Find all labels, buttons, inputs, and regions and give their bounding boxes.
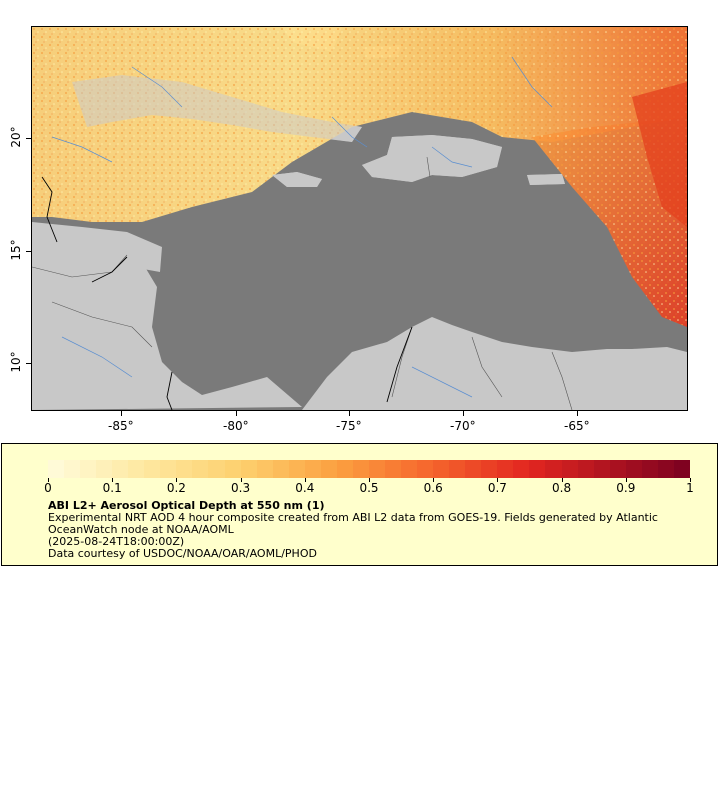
colorbar-swatch (433, 460, 450, 478)
colorbar-swatch (128, 460, 145, 478)
x-tick-label: -80° (223, 419, 249, 433)
colorbar-swatch (368, 460, 385, 478)
colorbar-swatch (208, 460, 225, 478)
y-tick-label: 15° (9, 239, 23, 261)
colorbar-swatch (192, 460, 209, 478)
colorbar-swatch (96, 460, 113, 478)
colorbar-tick-label: 0.9 (616, 481, 636, 495)
colorbar-swatch (481, 460, 498, 478)
colorbar-swatch (336, 460, 353, 478)
colorbar-tick (690, 478, 691, 482)
colorbar-swatch (176, 460, 193, 478)
colorbar-swatch (320, 460, 337, 478)
colorbar-swatch (224, 460, 241, 478)
colorbar-swatch (449, 460, 466, 478)
y-tick-label: 20° (9, 126, 23, 148)
colorbar-tick (561, 478, 563, 482)
colorbar-tick-label: 0.2 (166, 481, 186, 495)
colorbar-tick-label: 0.6 (423, 481, 443, 495)
colorbar-tick (240, 478, 242, 482)
colorbar-swatch (577, 460, 594, 478)
map-panel (31, 26, 688, 411)
colorbar-swatch (288, 460, 305, 478)
colorbar-tick-label: 0.5 (359, 481, 379, 495)
legend-panel: 0 0.1 0.2 0.3 0.4 0.5 0.6 0.7 0.8 0.9 1 ABI L2+ Ae… (1, 443, 718, 566)
y-tick-label: 10° (9, 351, 23, 373)
colorbar-tick-label: 0.1 (102, 481, 122, 495)
colorbar-swatch (609, 460, 626, 478)
colorbar-tick (176, 478, 178, 482)
colorbar-swatch (673, 460, 690, 478)
colorbar-swatch (593, 460, 610, 478)
colorbar-tick-label: 0.7 (487, 481, 507, 495)
colorbar-swatch (256, 460, 273, 478)
colorbar-tick (369, 478, 370, 482)
colorbar-swatch (545, 460, 562, 478)
colorbar-swatch (417, 460, 434, 478)
colorbar-swatch (401, 460, 418, 478)
x-tick-label: -70° (450, 419, 476, 433)
colorbar-swatch (48, 460, 65, 478)
x-tick-label: -65° (564, 419, 590, 433)
aod-overlay (32, 27, 687, 327)
colorbar-swatch (112, 460, 129, 478)
colorbar-tick-label: 0.3 (231, 481, 251, 495)
colorbar-swatch (561, 460, 578, 478)
legend-credit: Data courtesy of USDOC/NOAA/OAR/AOML/PHO… (48, 547, 317, 560)
rivers (51, 56, 553, 398)
colorbar-swatch (529, 460, 546, 478)
colorbar-tick (625, 478, 627, 482)
colorbar-swatch (625, 460, 642, 478)
colorbar-tick (48, 478, 49, 482)
colorbar-swatch (384, 460, 402, 478)
x-tick-label: -85° (108, 419, 134, 433)
colorbar-tick-label: 0.4 (295, 481, 315, 495)
colorbar-swatch (465, 460, 482, 478)
colorbar-swatch (641, 460, 658, 478)
colorbar-swatch (144, 460, 161, 478)
colorbar-tick (304, 478, 306, 482)
colorbar-tick (112, 478, 114, 482)
x-tick-label: -75° (336, 419, 362, 433)
colorbar-swatch (80, 460, 97, 478)
colorbar-swatch (240, 460, 257, 478)
colorbar-swatch (497, 460, 514, 478)
legend-description: Experimental NRT AOD 4 hour composite cr… (48, 511, 658, 536)
colorbar-swatch (64, 460, 81, 478)
colorbar-tick-label: 1 (686, 481, 694, 495)
colorbar-swatch (160, 460, 177, 478)
colorbar (48, 460, 690, 478)
borders-dark (41, 176, 413, 410)
colorbar-swatch (272, 460, 289, 478)
legend-timestamp: (2025-08-24T18:00:00Z) (48, 535, 185, 548)
colorbar-swatch (513, 460, 530, 478)
island-overlay (72, 75, 362, 142)
colorbar-tick (497, 478, 499, 482)
colorbar-swatch (352, 460, 369, 478)
legend-text: ABI L2+ Aerosol Optical Depth at 550 nm … (48, 500, 698, 560)
aod-map (32, 27, 687, 410)
island-solid (272, 135, 565, 187)
legend-title: ABI L2+ Aerosol Optical Depth at 550 nm … (48, 499, 325, 512)
colorbar-tick-label: 0 (44, 481, 52, 495)
colorbar-swatch (657, 460, 674, 478)
colorbar-tick-label: 0.8 (552, 481, 572, 495)
colorbar-swatch (304, 460, 321, 478)
colorbar-tick (433, 478, 435, 482)
